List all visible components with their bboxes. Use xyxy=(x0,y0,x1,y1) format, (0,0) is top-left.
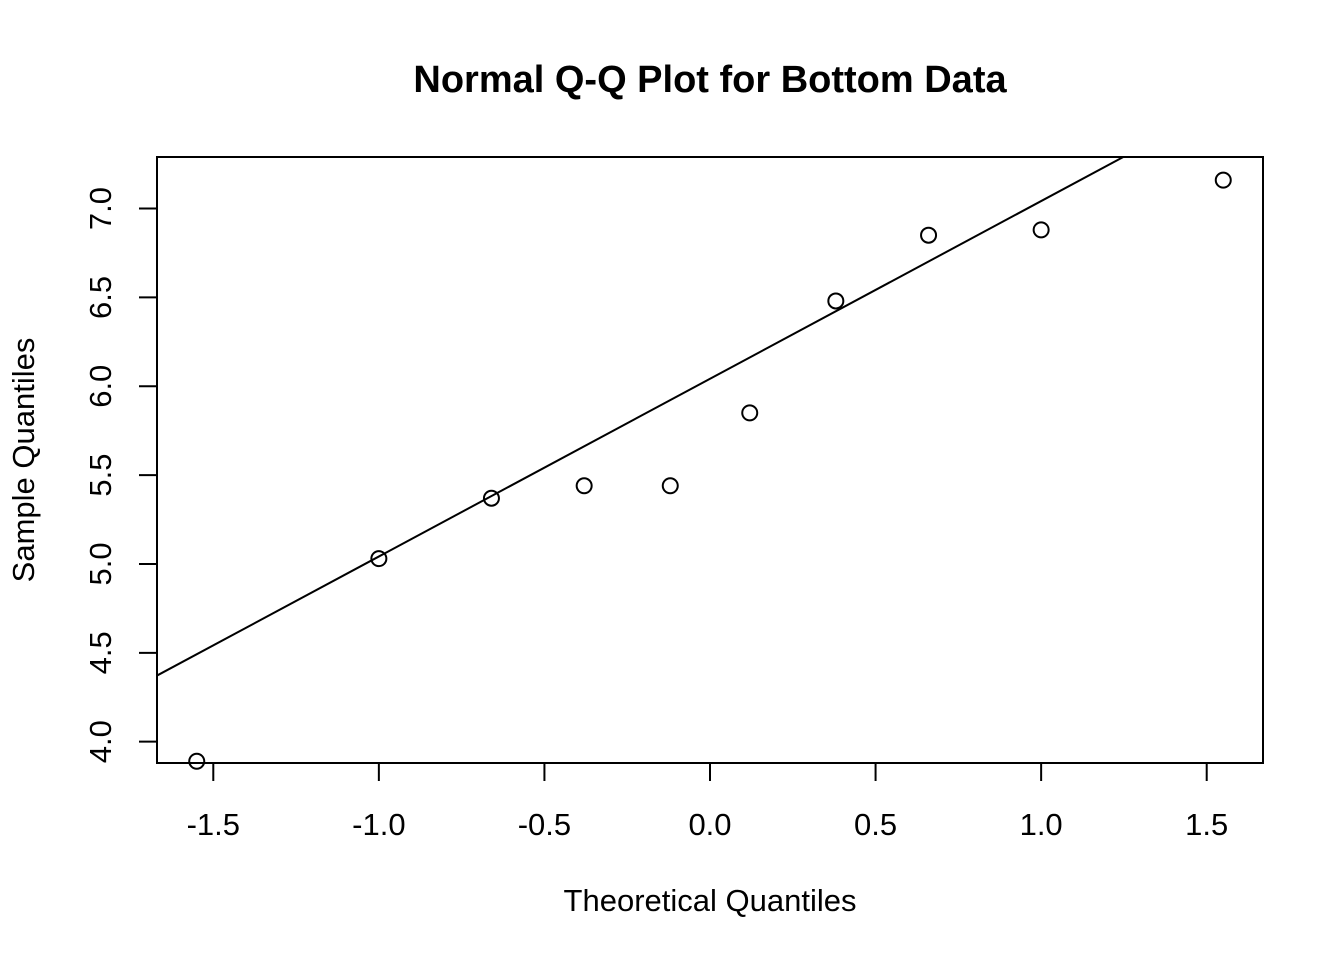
data-point xyxy=(661,477,679,495)
x-axis: -1.5 -1.0 -0.5 0.0 0.5 1.0 1.5 xyxy=(187,762,1228,842)
plot-frame xyxy=(156,156,1264,764)
data-point xyxy=(741,404,759,422)
x-tick-label: 1.0 xyxy=(1020,807,1063,842)
data-point xyxy=(827,292,845,310)
data-point xyxy=(1214,171,1232,189)
y-tick-label: 6.0 xyxy=(83,365,118,408)
x-tick-label: 0.5 xyxy=(854,807,897,842)
x-tick-label: 0.0 xyxy=(688,807,731,842)
x-tick-label: -0.5 xyxy=(518,807,571,842)
data-points xyxy=(188,171,1232,770)
reference-line-group xyxy=(156,156,1124,677)
data-point xyxy=(188,752,206,770)
y-tick-label: 4.0 xyxy=(83,720,118,763)
x-tick-label: 1.5 xyxy=(1185,807,1228,842)
data-point xyxy=(575,477,593,495)
qq-reference-line xyxy=(156,156,1124,677)
data-point xyxy=(370,550,388,568)
y-tick-label: 7.0 xyxy=(83,187,118,230)
y-tick-label: 6.5 xyxy=(83,276,118,319)
data-point xyxy=(920,226,938,244)
y-tick-label: 5.0 xyxy=(83,542,118,585)
y-axis: 4.0 4.5 5.0 5.5 6.0 6.5 7.0 xyxy=(83,187,158,763)
chart-title: Normal Q-Q Plot for Bottom Data xyxy=(413,59,1007,101)
x-axis-title: Theoretical Quantiles xyxy=(564,883,857,918)
data-point xyxy=(1032,221,1050,239)
x-tick-label: -1.0 xyxy=(352,807,405,842)
data-point xyxy=(482,489,500,507)
y-tick-label: 4.5 xyxy=(83,631,118,674)
y-axis-title: Sample Quantiles xyxy=(6,338,41,583)
y-tick-label: 5.5 xyxy=(83,454,118,497)
x-tick-label: -1.5 xyxy=(187,807,240,842)
